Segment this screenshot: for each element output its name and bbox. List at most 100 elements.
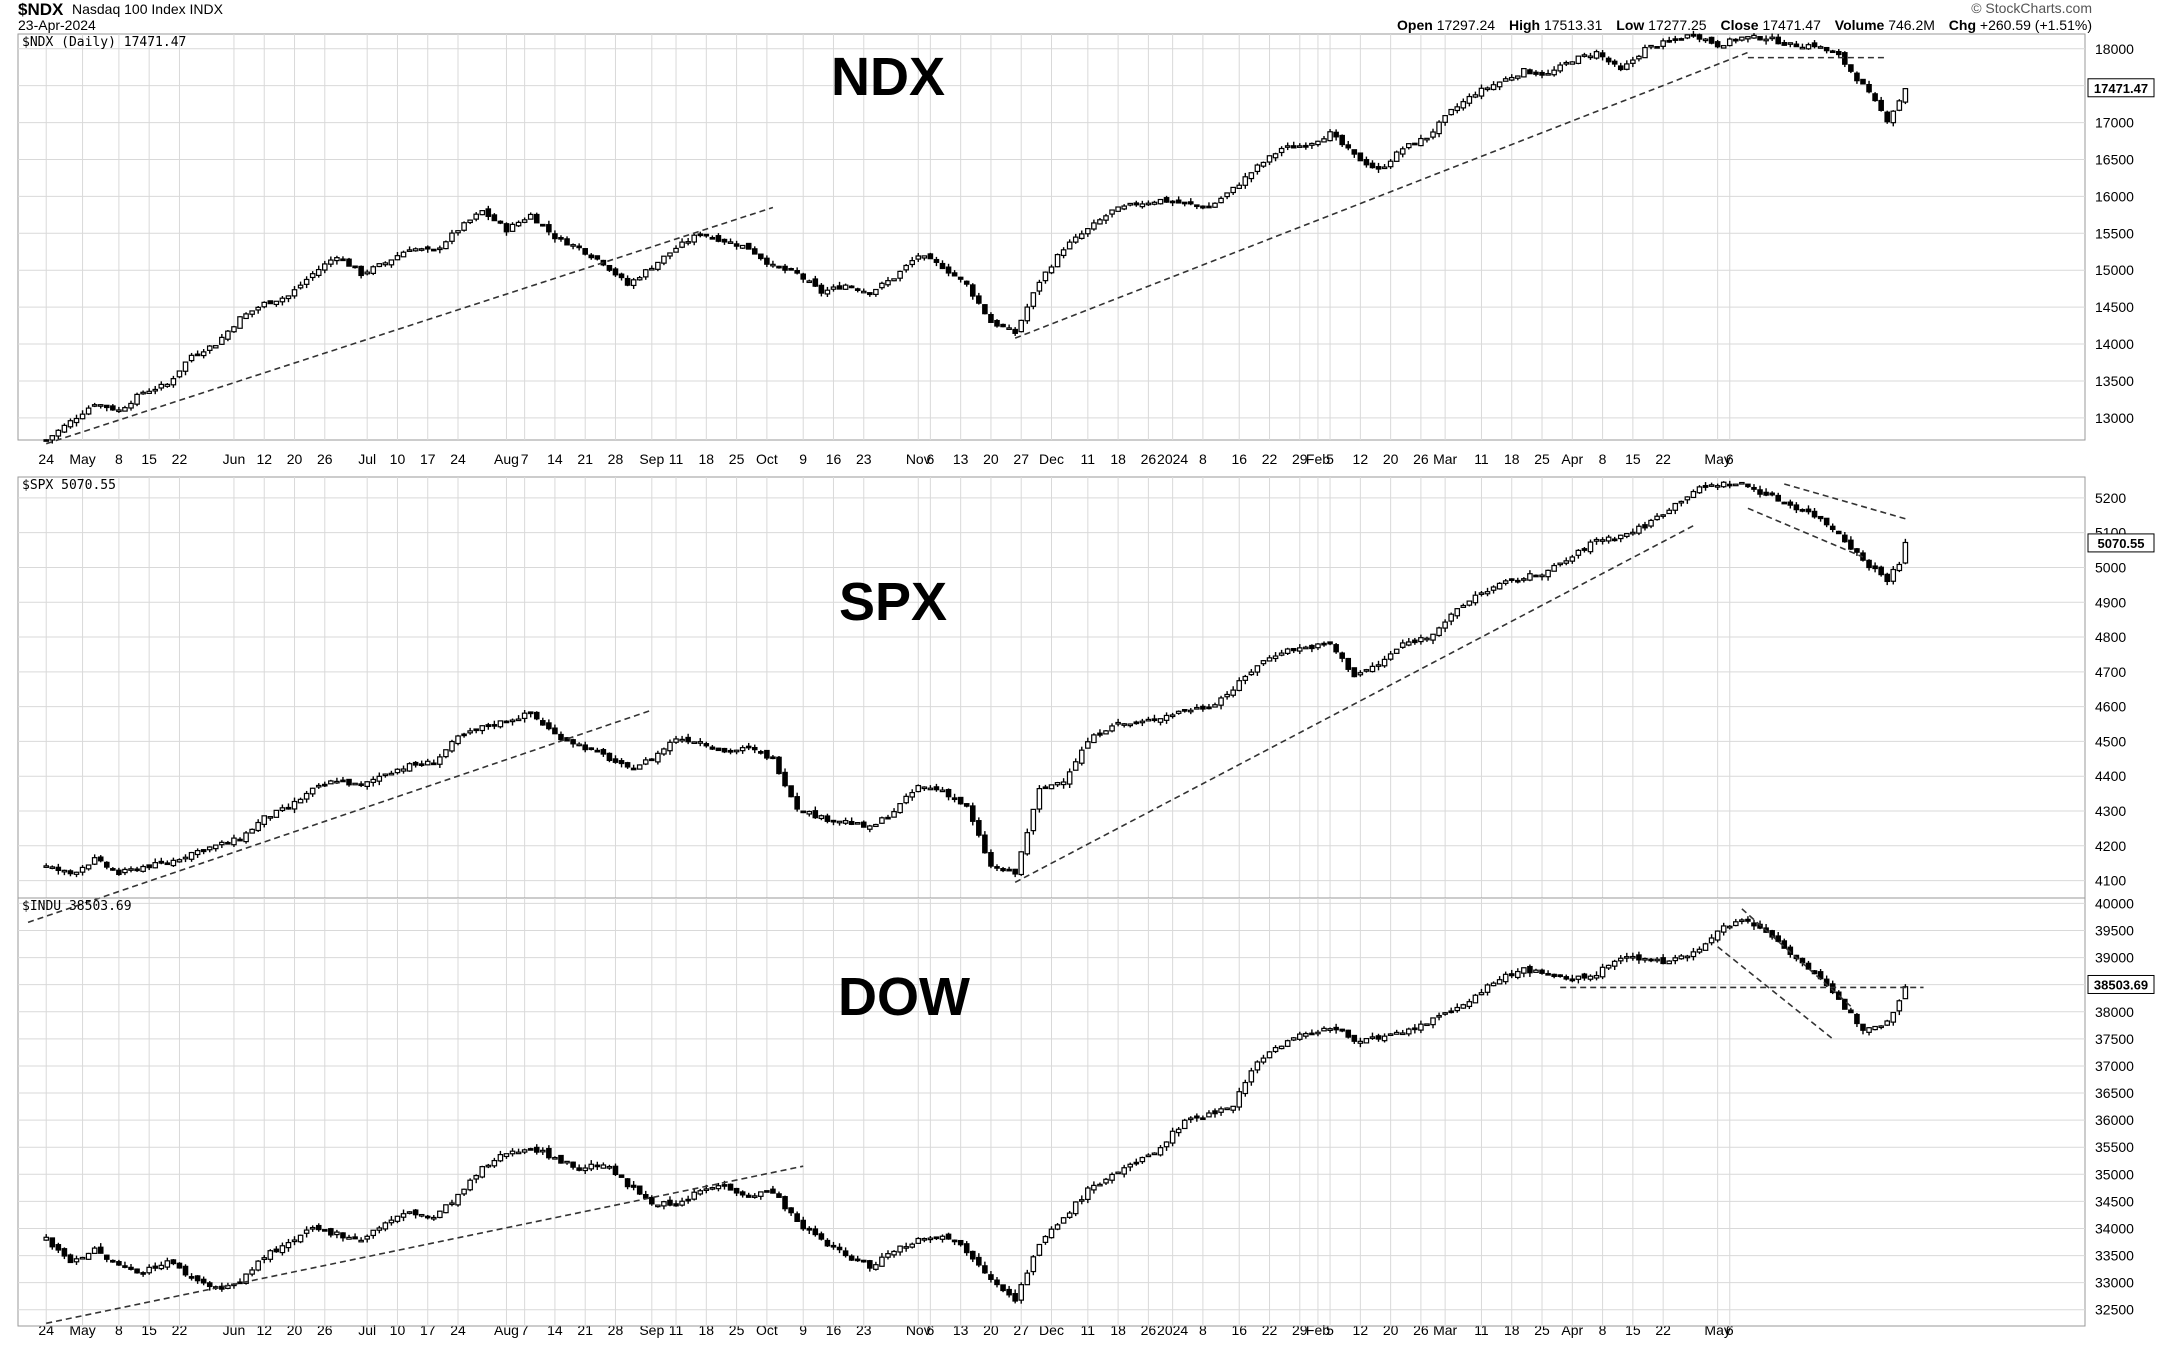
candle-body bbox=[1666, 509, 1672, 515]
candle-body bbox=[873, 823, 879, 828]
candle-body bbox=[818, 1233, 825, 1240]
candle-body bbox=[1266, 155, 1273, 163]
candle-body bbox=[527, 711, 534, 715]
candle-body bbox=[97, 1246, 104, 1254]
candle-body bbox=[116, 1261, 122, 1266]
candle-body bbox=[600, 749, 607, 755]
candle-body bbox=[770, 263, 776, 267]
candle-body bbox=[406, 1211, 413, 1214]
y-tick-label: 39500 bbox=[2095, 923, 2134, 939]
candle-body bbox=[515, 221, 522, 227]
candle-body bbox=[642, 759, 649, 765]
x-tick-label: 26 bbox=[317, 451, 333, 467]
candle-body bbox=[818, 815, 825, 820]
candle-body bbox=[794, 270, 800, 274]
x-tick-label: 26 bbox=[1141, 451, 1157, 467]
candle-body bbox=[612, 1165, 619, 1176]
candle-body bbox=[1533, 574, 1539, 578]
candle-body bbox=[1702, 943, 1709, 951]
candle-body bbox=[352, 1236, 358, 1240]
candle-body bbox=[788, 1207, 794, 1214]
x-tick-label: 8 bbox=[1599, 1322, 1607, 1338]
candle-body bbox=[945, 1233, 952, 1240]
y-tick-label: 36500 bbox=[2095, 1085, 2134, 1101]
candle-body bbox=[73, 871, 80, 875]
candle-body bbox=[1787, 42, 1794, 45]
candle-body bbox=[182, 361, 189, 372]
candle-body bbox=[103, 861, 110, 868]
candle-body bbox=[1072, 1201, 1079, 1215]
candle-body bbox=[140, 865, 146, 872]
candle-body bbox=[1896, 563, 1903, 572]
candle-body bbox=[424, 760, 431, 766]
candle-body bbox=[1563, 560, 1570, 564]
candle-body bbox=[437, 1210, 443, 1219]
candle-body bbox=[346, 778, 352, 786]
candle-body bbox=[1557, 562, 1563, 566]
x-tick-label: 11 bbox=[669, 451, 684, 467]
candle-body bbox=[1484, 984, 1491, 993]
candle-body bbox=[467, 730, 473, 734]
candle-body bbox=[267, 1250, 274, 1260]
candle-body bbox=[963, 280, 970, 285]
candle-body bbox=[267, 816, 274, 819]
candle-body bbox=[261, 815, 268, 825]
x-tick-label: 25 bbox=[1534, 451, 1550, 467]
candle-body bbox=[903, 264, 909, 271]
candle-body bbox=[540, 720, 546, 726]
candle-body bbox=[1545, 972, 1551, 976]
candle-body bbox=[249, 310, 255, 315]
candle-body bbox=[588, 254, 595, 259]
panel-caption: $INDU 38503.69 bbox=[22, 899, 132, 914]
panel-title: NDX bbox=[831, 47, 945, 107]
candle-body bbox=[509, 223, 516, 232]
candle-body bbox=[764, 1190, 770, 1193]
brand-label[interactable]: © StockCharts.com bbox=[1971, 0, 2092, 16]
candle-body bbox=[200, 1278, 207, 1284]
candle-body bbox=[1315, 1031, 1321, 1035]
candle-body bbox=[1624, 532, 1630, 537]
candle-body bbox=[43, 439, 50, 442]
candle-body bbox=[340, 258, 346, 262]
candle-body bbox=[424, 1215, 431, 1219]
candle-body bbox=[1478, 87, 1485, 97]
candle-body bbox=[703, 743, 710, 747]
candle-body bbox=[346, 258, 352, 267]
candle-body bbox=[558, 733, 564, 741]
low-label: Low bbox=[1616, 17, 1645, 33]
candle-body bbox=[1599, 539, 1606, 542]
candle-body bbox=[673, 738, 679, 743]
candle-body bbox=[1406, 641, 1412, 646]
candle-body bbox=[1151, 718, 1158, 722]
candle-body bbox=[376, 775, 383, 782]
candle-body bbox=[79, 1256, 86, 1260]
candle-body bbox=[715, 1185, 722, 1190]
y-tick-label: 14000 bbox=[2095, 336, 2134, 352]
candle-body bbox=[1272, 1047, 1279, 1053]
x-tick-label: 20 bbox=[983, 451, 999, 467]
x-tick-label: 27 bbox=[1013, 451, 1029, 467]
candle-body bbox=[915, 255, 922, 260]
candle-body bbox=[1412, 1027, 1418, 1031]
candle-body bbox=[758, 1191, 764, 1197]
candle-body bbox=[1854, 72, 1860, 82]
candle-body bbox=[951, 797, 958, 801]
candle-body bbox=[630, 1184, 637, 1188]
candle-body bbox=[122, 407, 128, 412]
y-tick-label: 35000 bbox=[2095, 1166, 2134, 1182]
candle-body bbox=[491, 724, 498, 727]
candle-body bbox=[1206, 706, 1212, 710]
candle-body bbox=[1702, 38, 1709, 42]
candle-body bbox=[1533, 969, 1539, 973]
candle-body bbox=[1484, 591, 1491, 595]
y-tick-label: 37500 bbox=[2095, 1031, 2134, 1047]
candle-body bbox=[727, 749, 734, 753]
candle-body bbox=[1139, 720, 1146, 724]
candle-body bbox=[1066, 241, 1073, 250]
candle-body bbox=[1733, 921, 1739, 927]
candle-body bbox=[982, 304, 988, 315]
candle-body bbox=[1303, 144, 1309, 148]
candle-body bbox=[249, 828, 255, 834]
candle-body bbox=[285, 806, 292, 810]
